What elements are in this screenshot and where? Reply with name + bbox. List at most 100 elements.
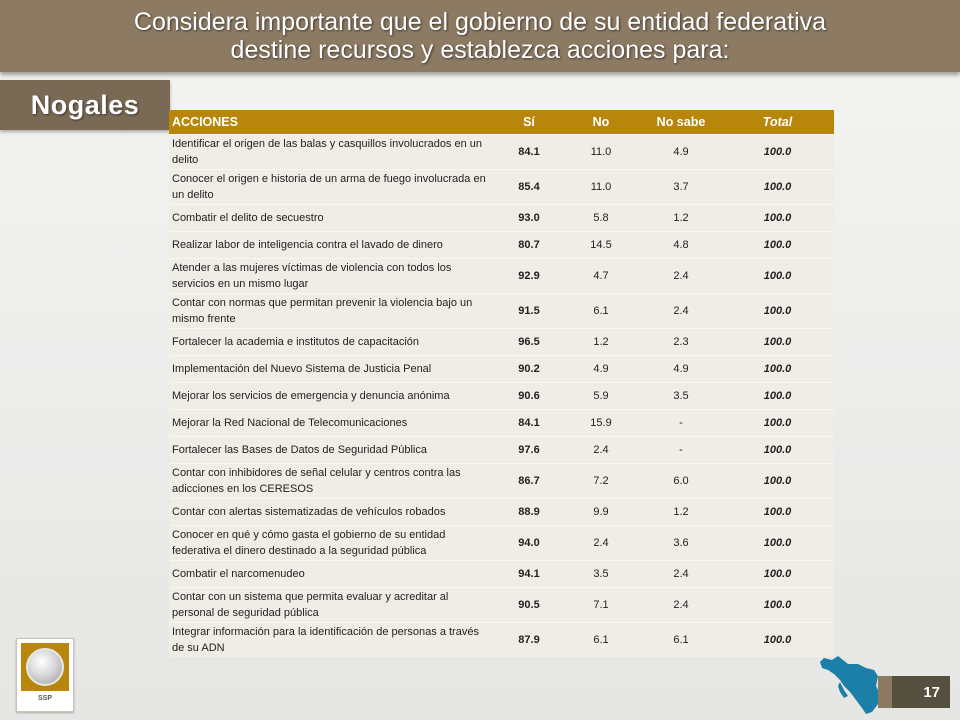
table-row: Contar con inhibidores de señal celular … (169, 463, 834, 499)
cell-no-sabe: 3.6 (641, 525, 721, 561)
cell-total: 100.0 (721, 409, 834, 437)
cell-no-sabe: 6.1 (641, 622, 721, 657)
city-tab: Nogales (0, 80, 170, 130)
table-row: Atender a las mujeres víctimas de violen… (169, 258, 834, 294)
cell-no-sabe: 2.3 (641, 328, 721, 356)
cell-accion: Fortalecer las Bases de Datos de Segurid… (169, 436, 497, 464)
cell-total: 100.0 (721, 328, 834, 356)
cell-no-sabe: 1.2 (641, 498, 721, 526)
cell-no-sabe: 1.2 (641, 204, 721, 232)
cell-no-sabe: 6.0 (641, 463, 721, 499)
table-row: Fortalecer la academia e institutos de c… (169, 328, 834, 356)
table-row: Conocer en qué y cómo gasta el gobierno … (169, 525, 834, 561)
cell-no: 9.9 (561, 498, 641, 526)
cell-no: 11.0 (561, 169, 641, 205)
cell-no: 7.2 (561, 463, 641, 499)
cell-no: 1.2 (561, 328, 641, 356)
cell-accion: Contar con inhibidores de señal celular … (169, 463, 497, 499)
cell-si: 86.7 (497, 463, 561, 499)
cell-accion: Contar con normas que permitan prevenir … (169, 293, 497, 329)
cell-si: 93.0 (497, 204, 561, 232)
cell-total: 100.0 (721, 436, 834, 464)
cell-no: 2.4 (561, 525, 641, 561)
title-bar: Considera importante que el gobierno de … (0, 0, 960, 72)
cell-accion: Integrar información para la identificac… (169, 622, 497, 657)
table-row: Fortalecer las Bases de Datos de Segurid… (169, 436, 834, 464)
cell-total: 100.0 (721, 204, 834, 232)
cell-no: 4.9 (561, 355, 641, 383)
seal-icon (21, 643, 69, 691)
header-no: No (561, 110, 641, 135)
header-acciones: ACCIONES (169, 110, 497, 135)
cell-no-sabe: 4.9 (641, 134, 721, 170)
cell-total: 100.0 (721, 463, 834, 499)
table-row: Integrar información para la identificac… (169, 622, 834, 657)
cell-no-sabe: 3.5 (641, 382, 721, 410)
cell-no-sabe: - (641, 436, 721, 464)
cell-total: 100.0 (721, 231, 834, 259)
table-row: Realizar labor de inteligencia contra el… (169, 231, 834, 259)
cell-no: 2.4 (561, 436, 641, 464)
cell-si: 87.9 (497, 622, 561, 657)
cell-total: 100.0 (721, 622, 834, 657)
cell-total: 100.0 (721, 560, 834, 588)
table-row: Contar con alertas sistematizadas de veh… (169, 498, 834, 526)
ssp-logo: SSP (16, 638, 74, 712)
table-row: Conocer el origen e historia de un arma … (169, 169, 834, 205)
cell-accion: Mejorar los servicios de emergencia y de… (169, 382, 497, 410)
cell-no: 3.5 (561, 560, 641, 588)
cell-si: 84.1 (497, 409, 561, 437)
cell-total: 100.0 (721, 525, 834, 561)
cell-total: 100.0 (721, 355, 834, 383)
table-header-row: ACCIONES Sí No No sabe Total (169, 110, 834, 135)
cell-si: 90.6 (497, 382, 561, 410)
cell-total: 100.0 (721, 587, 834, 623)
cell-accion: Mejorar la Red Nacional de Telecomunicac… (169, 409, 497, 437)
cell-accion: Realizar labor de inteligencia contra el… (169, 231, 497, 259)
cell-accion: Contar con un sistema que permita evalua… (169, 587, 497, 623)
cell-accion: Contar con alertas sistematizadas de veh… (169, 498, 497, 526)
table-row: Contar con normas que permitan prevenir … (169, 293, 834, 329)
sonora-map-icon (820, 656, 880, 714)
cell-si: 88.9 (497, 498, 561, 526)
cell-accion: Implementación del Nuevo Sistema de Just… (169, 355, 497, 383)
logo-text: SSP (37, 695, 52, 702)
cell-si: 94.0 (497, 525, 561, 561)
cell-si: 90.2 (497, 355, 561, 383)
table-row: Combatir el narcomenudeo 94.1 3.5 2.4 100.0 (169, 560, 834, 588)
header-total: Total (721, 110, 834, 135)
cell-total: 100.0 (721, 258, 834, 294)
cell-no: 4.7 (561, 258, 641, 294)
cell-si: 92.9 (497, 258, 561, 294)
cell-accion: Conocer el origen e historia de un arma … (169, 169, 497, 205)
header-no-sabe: No sabe (641, 110, 721, 135)
actions-table: ACCIONES Sí No No sabe Total Identificar… (169, 110, 834, 657)
table-row: Mejorar los servicios de emergencia y de… (169, 382, 834, 410)
page-number-box: 17 (878, 676, 950, 708)
header-si: Sí (497, 110, 561, 135)
title-line-1: Considera importante que el gobierno de … (133, 8, 827, 36)
cell-accion: Combatir el narcomenudeo (169, 560, 497, 588)
cell-si: 94.1 (497, 560, 561, 588)
page-number: 17 (923, 683, 940, 701)
cell-no-sabe: 4.9 (641, 355, 721, 383)
cell-si: 91.5 (497, 293, 561, 329)
cell-si: 97.6 (497, 436, 561, 464)
title-line-2: destine recursos y establezca acciones p… (230, 36, 730, 64)
cell-si: 96.5 (497, 328, 561, 356)
table-body: Identificar el origen de las balas y cas… (169, 134, 834, 657)
cell-no-sabe: 3.7 (641, 169, 721, 205)
cell-no: 7.1 (561, 587, 641, 623)
city-label: Nogales (30, 89, 140, 120)
cell-si: 90.5 (497, 587, 561, 623)
cell-total: 100.0 (721, 293, 834, 329)
cell-total: 100.0 (721, 169, 834, 205)
cell-total: 100.0 (721, 498, 834, 526)
cell-no-sabe: 2.4 (641, 293, 721, 329)
table-row: Implementación del Nuevo Sistema de Just… (169, 355, 834, 383)
cell-si: 80.7 (497, 231, 561, 259)
cell-no: 5.8 (561, 204, 641, 232)
cell-no: 6.1 (561, 622, 641, 657)
cell-no-sabe: - (641, 409, 721, 437)
actions-table-container: ACCIONES Sí No No sabe Total Identificar… (169, 110, 834, 657)
